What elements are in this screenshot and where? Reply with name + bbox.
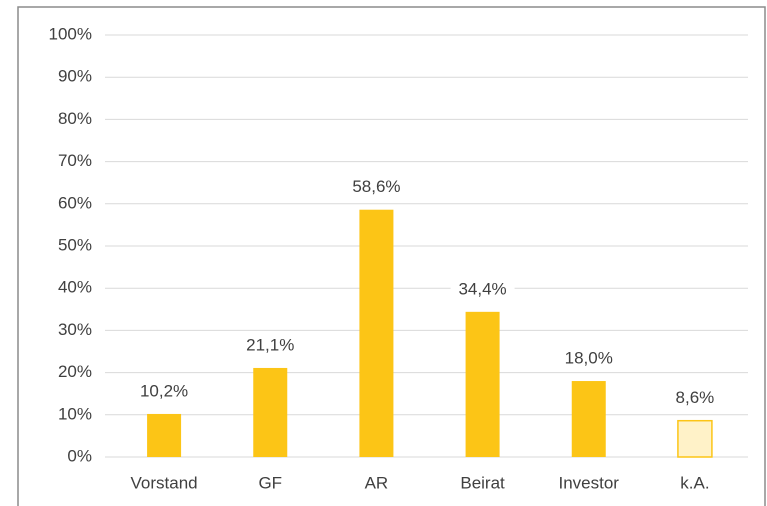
y-tick-label: 60% [58,193,92,212]
value-label-bg [238,333,303,358]
bar [253,367,288,457]
y-tick-label: 40% [58,278,92,297]
value-label-bg [662,386,727,411]
y-tick-label: 0% [67,446,92,465]
y-tick-label: 90% [58,67,92,86]
y-tick-label: 10% [58,404,92,423]
y-tick-label: 100% [49,24,92,43]
y-tick-label: 50% [58,235,92,254]
value-label: 8,6% [676,388,715,407]
value-label: 18,0% [565,349,613,368]
y-tick-label: 30% [58,320,92,339]
x-tick-label: Beirat [460,473,505,492]
y-tick-label: 20% [58,362,92,381]
x-tick-label: Vorstand [131,473,198,492]
bar [571,381,606,457]
x-tick-label: Investor [559,473,620,492]
value-label-bg [450,277,515,302]
bar [147,413,182,457]
y-tick-label: 70% [58,151,92,170]
bar [465,311,500,457]
x-tick-label: AR [365,473,389,492]
x-tick-label: GF [258,473,282,492]
value-label: 58,6% [352,177,400,196]
bar [359,209,394,457]
y-tick-label: 80% [58,109,92,128]
value-label-bg [132,379,197,404]
value-label: 21,1% [246,335,294,354]
bar [677,419,713,458]
value-label: 10,2% [140,381,188,400]
x-tick-label: k.A. [680,473,709,492]
chart-frame [17,6,766,506]
value-label-bg [556,347,621,372]
value-label: 34,4% [458,279,506,298]
value-label-bg [344,175,409,200]
